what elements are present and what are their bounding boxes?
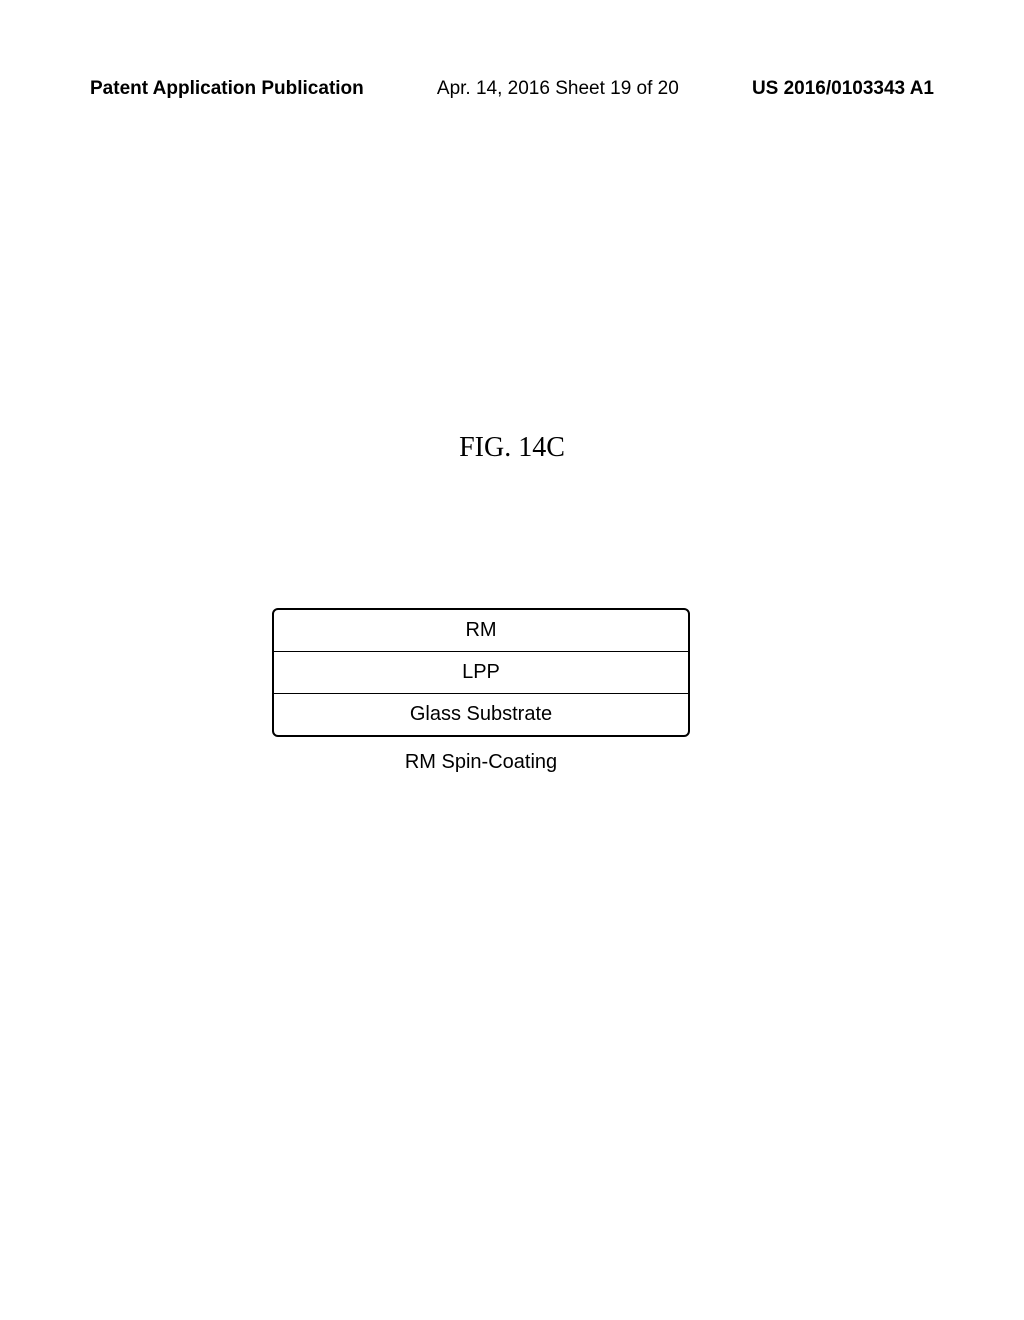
layer-glass-substrate: Glass Substrate (274, 694, 688, 735)
figure-label: FIG. 14C (0, 432, 1024, 464)
layer-diagram: RM LPP Glass Substrate RM Spin-Coating (272, 608, 690, 774)
header-date-sheet: Apr. 14, 2016 Sheet 19 of 20 (437, 78, 679, 100)
layer-rm: RM (274, 610, 688, 652)
layer-lpp: LPP (274, 652, 688, 694)
header-publication-number: US 2016/0103343 A1 (752, 78, 934, 100)
page-header: Patent Application Publication Apr. 14, … (90, 78, 934, 100)
diagram-caption: RM Spin-Coating (272, 751, 690, 774)
header-publication-type: Patent Application Publication (90, 78, 364, 100)
layer-stack: RM LPP Glass Substrate (272, 608, 690, 737)
